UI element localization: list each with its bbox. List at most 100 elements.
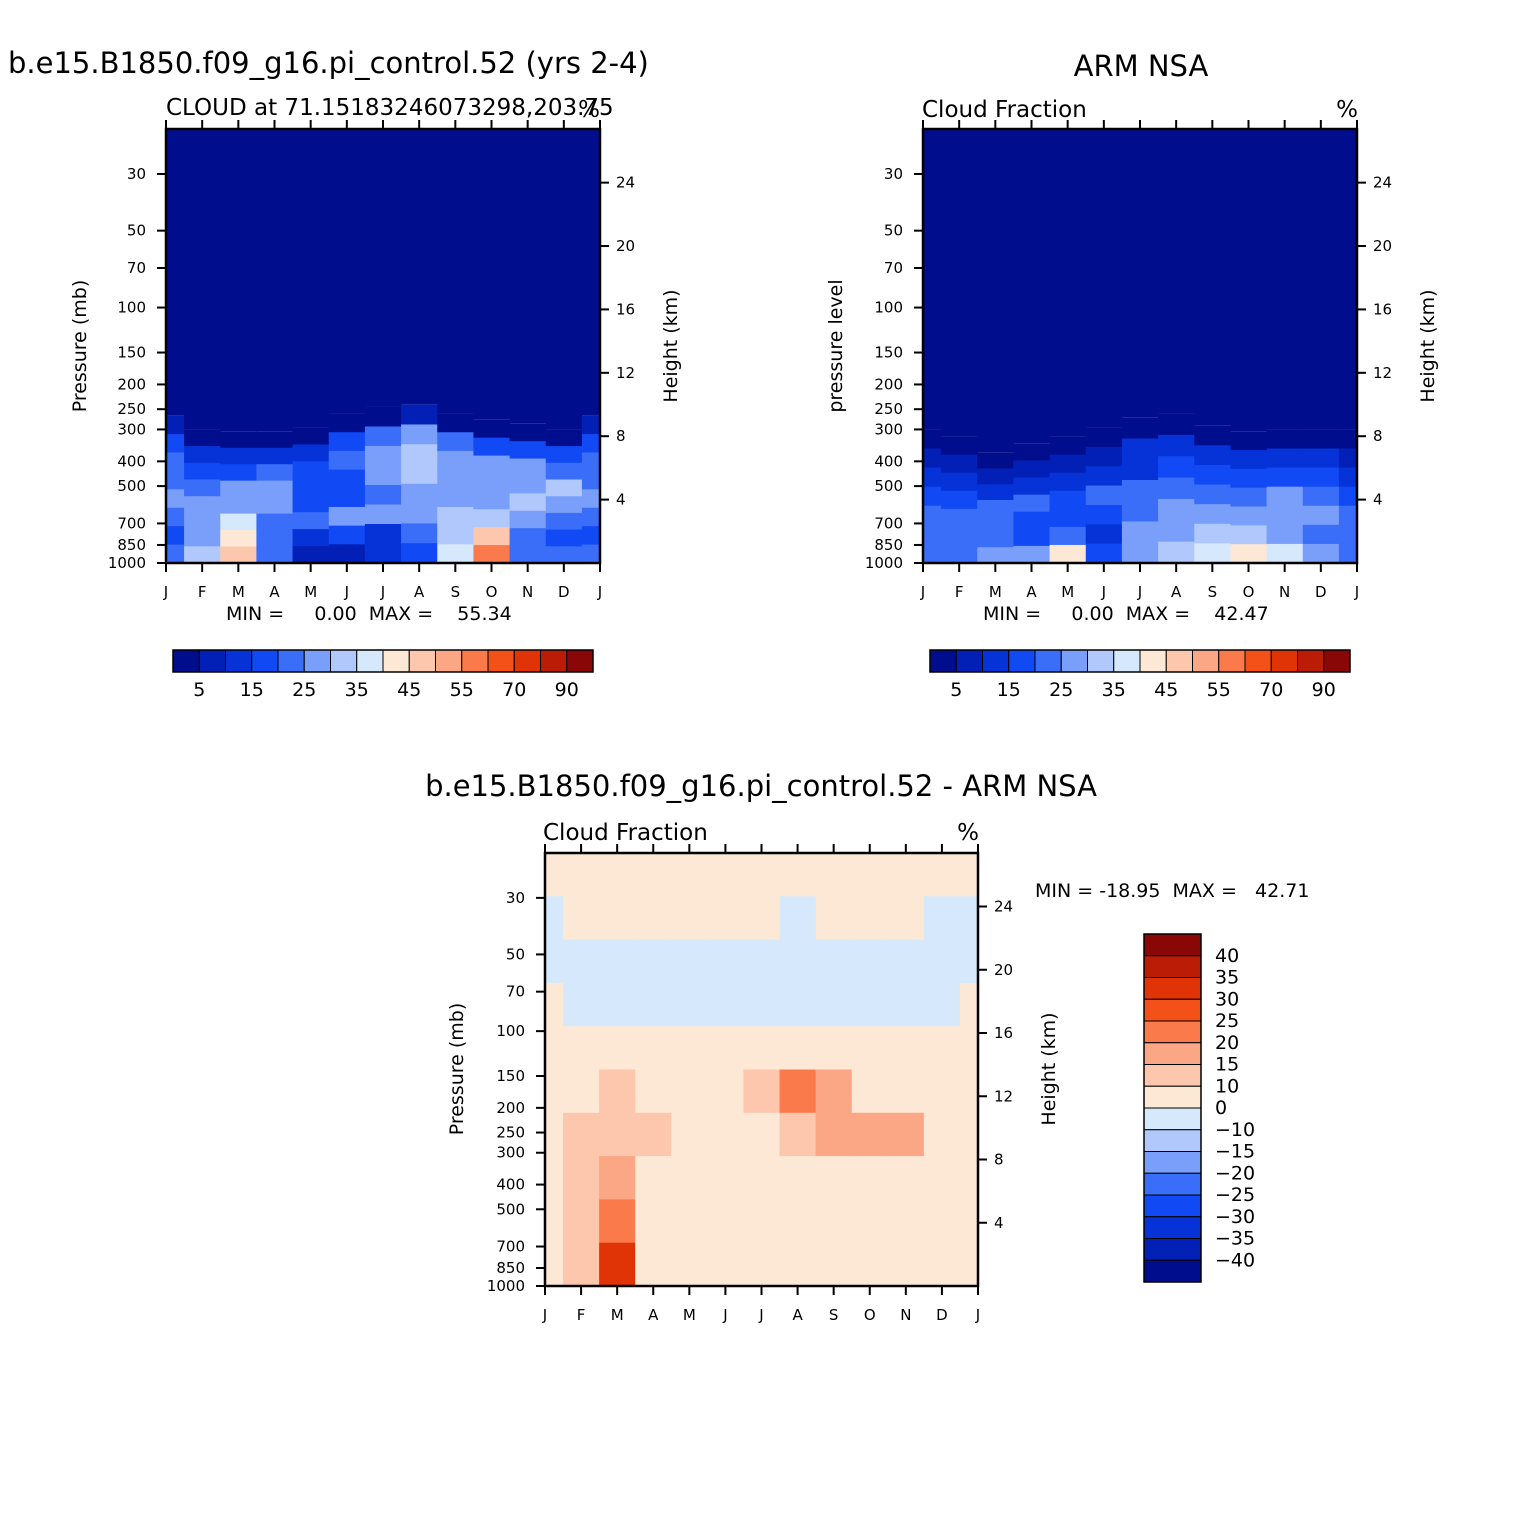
contour-cell bbox=[364, 406, 402, 428]
contour-cell bbox=[1158, 456, 1195, 479]
contour-cell bbox=[1121, 479, 1159, 502]
contour-cell bbox=[671, 982, 708, 1027]
colorbar-box bbox=[566, 649, 594, 673]
contour-cell bbox=[1121, 542, 1159, 564]
contour-cell bbox=[815, 982, 853, 1027]
contour-cell bbox=[364, 504, 402, 525]
contour-cell bbox=[1302, 467, 1340, 488]
contour-cell bbox=[887, 1156, 925, 1200]
x-tick-label: A bbox=[1171, 583, 1182, 601]
contour-cell bbox=[743, 853, 781, 897]
contour-cell bbox=[851, 1156, 889, 1200]
contour-cell bbox=[1266, 429, 1304, 450]
x-tick-label: D bbox=[1315, 583, 1327, 601]
contour-cell bbox=[887, 982, 925, 1027]
y2-tick-label: 8 bbox=[994, 1151, 1004, 1169]
y-tick-label: 400 bbox=[496, 1176, 525, 1194]
y-tick-label: 250 bbox=[874, 400, 903, 418]
contour-cell bbox=[599, 1112, 636, 1157]
contour-cell bbox=[1194, 445, 1232, 466]
y-tick-label: 150 bbox=[117, 344, 146, 362]
colorbar-box bbox=[1270, 649, 1298, 673]
x-tick-label: A bbox=[1026, 583, 1037, 601]
contour-cell bbox=[473, 437, 511, 457]
colorbar-box bbox=[172, 649, 200, 673]
contour-cell bbox=[256, 497, 294, 515]
contour-cell bbox=[166, 489, 185, 509]
contour-cell bbox=[1158, 498, 1195, 521]
contour-cell bbox=[779, 939, 817, 984]
y-tick-label: 100 bbox=[117, 299, 146, 317]
y-tick-label: 850 bbox=[874, 536, 903, 554]
y2-tick-label: 24 bbox=[1373, 174, 1392, 192]
y2-tick-label: 12 bbox=[616, 364, 635, 382]
contour-cell bbox=[166, 129, 185, 416]
contour-cell bbox=[671, 1112, 708, 1157]
colorbar-box bbox=[1143, 1151, 1202, 1174]
colorbar-box bbox=[435, 649, 463, 673]
contour-cell bbox=[437, 506, 475, 527]
contour-cell bbox=[545, 1069, 564, 1114]
contour-cell bbox=[815, 1112, 853, 1157]
colorbar-box bbox=[1143, 1085, 1202, 1109]
contour-cell bbox=[599, 1026, 636, 1071]
contour-cell bbox=[887, 1112, 925, 1157]
colorbar-box bbox=[303, 649, 331, 673]
contour-cell bbox=[364, 129, 402, 407]
y-tick-label: 700 bbox=[874, 514, 903, 532]
contour-cell bbox=[1230, 450, 1268, 470]
contour-cell bbox=[1266, 543, 1304, 564]
contour-cell bbox=[292, 478, 330, 496]
y2-tick-label: 16 bbox=[616, 300, 635, 318]
x-tick-label: N bbox=[522, 583, 533, 601]
y-tick-label: 250 bbox=[496, 1124, 525, 1142]
contour-cell bbox=[887, 1242, 925, 1287]
x-tick-label: D bbox=[936, 1306, 948, 1324]
contour-cell bbox=[256, 513, 294, 531]
contour-cell bbox=[184, 462, 221, 481]
contour-cell bbox=[545, 939, 564, 984]
contour-cell bbox=[959, 1242, 979, 1287]
contour-cell bbox=[635, 896, 672, 941]
contour-cell bbox=[1121, 417, 1159, 440]
contour-cell bbox=[581, 415, 601, 435]
colorbar-label: 15 bbox=[997, 679, 1021, 701]
colorbar-box bbox=[1218, 649, 1246, 673]
y-tick-label: 200 bbox=[874, 375, 903, 393]
y2-axis-label: Height (km) bbox=[1038, 1012, 1060, 1125]
contour-cell bbox=[815, 1242, 853, 1287]
contour-cell bbox=[184, 496, 221, 514]
contour-cell bbox=[1085, 543, 1123, 564]
contour-cell bbox=[581, 526, 601, 546]
contour-cell bbox=[184, 479, 221, 497]
contour-cell bbox=[1049, 526, 1087, 546]
colorbar-box bbox=[955, 649, 983, 673]
colorbar-box bbox=[1244, 649, 1272, 673]
contour-cell bbox=[923, 1199, 961, 1244]
contour-cell bbox=[1194, 129, 1232, 426]
contour-cell bbox=[599, 1069, 636, 1114]
contour-cell bbox=[364, 543, 402, 564]
contour-cell bbox=[779, 853, 817, 897]
colorbar-frame bbox=[172, 649, 594, 673]
colorbar-box bbox=[982, 649, 1010, 673]
colorbar-box bbox=[1165, 649, 1193, 673]
x-tick-label: S bbox=[451, 583, 461, 601]
panel-units-title: % bbox=[578, 97, 600, 123]
min-max-readout: MIN = 0.00 MAX = 42.47 bbox=[983, 603, 1269, 625]
contour-cell bbox=[581, 129, 601, 416]
contour-cell bbox=[1085, 427, 1123, 448]
contour-cell bbox=[977, 515, 1015, 533]
colorbar-box bbox=[540, 649, 568, 673]
y-tick-label: 500 bbox=[496, 1200, 525, 1218]
contour-cell bbox=[1013, 443, 1051, 462]
contour-cell bbox=[923, 505, 942, 526]
contour-cell bbox=[635, 1026, 672, 1071]
contour-cell bbox=[581, 544, 601, 564]
y2-tick-label: 20 bbox=[1373, 237, 1392, 255]
contour-cell bbox=[599, 939, 636, 984]
colorbar-box bbox=[1143, 1107, 1202, 1131]
contour-cell bbox=[292, 427, 330, 446]
contour-cell bbox=[1121, 459, 1159, 481]
